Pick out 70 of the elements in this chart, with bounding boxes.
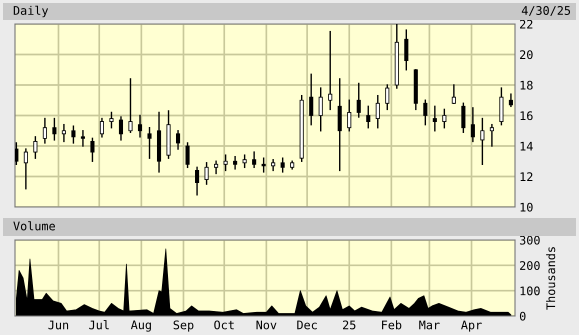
candlestick	[280, 158, 285, 173]
chart-title: Volume	[13, 221, 55, 230]
x-tick-label: Aug	[130, 320, 151, 332]
y-tick-label: 16	[520, 111, 533, 120]
x-tick-label: 25	[343, 320, 356, 330]
candlestick	[480, 118, 484, 165]
y-tick-label: 300	[520, 236, 540, 245]
candlestick	[242, 154, 247, 168]
y-tick-label: 200	[520, 261, 540, 270]
y-tick-label: 18	[520, 80, 533, 90]
y-axis-title: Thousands	[546, 247, 556, 310]
candlestick	[470, 107, 475, 142]
candlestick	[385, 84, 390, 110]
candlestick	[71, 125, 76, 144]
candlestick	[328, 30, 332, 110]
y-tick-label: 0	[520, 312, 526, 321]
y-tick-label: 100	[520, 286, 540, 296]
y-tick-label: 20	[520, 50, 533, 60]
candlestick	[442, 108, 446, 128]
candlestick	[252, 151, 256, 168]
candlestick	[147, 127, 152, 159]
candlestick	[33, 136, 38, 159]
candlestick	[52, 118, 56, 141]
y-tick-label: 14	[520, 142, 533, 151]
candlestick	[376, 94, 380, 128]
x-tick-label: Feb	[382, 320, 402, 330]
candlestick	[176, 130, 180, 150]
candlestick	[461, 102, 466, 133]
candlestick	[347, 100, 352, 132]
candlestick	[224, 154, 228, 172]
candlestick	[423, 100, 428, 126]
candlestick	[452, 84, 456, 104]
candlestick	[490, 124, 494, 147]
candlestick	[309, 74, 314, 126]
candlestick	[15, 142, 18, 165]
candlestick	[271, 159, 276, 172]
y-tick-label: 12	[520, 172, 532, 182]
candlestick	[432, 106, 437, 132]
candlestick	[90, 138, 94, 162]
candlestick	[118, 116, 124, 141]
candlestick	[80, 130, 85, 147]
candlestick	[318, 87, 323, 132]
candlestick	[138, 114, 142, 138]
x-tick-label: Dec	[297, 320, 317, 330]
y-tick-label: 22	[520, 20, 532, 29]
x-tick-label: Jun	[48, 320, 68, 330]
x-tick-label: Nov	[256, 320, 276, 330]
x-tick-label: Mar	[419, 320, 440, 330]
candlestick	[109, 112, 114, 128]
y-tick-label: 10	[520, 202, 533, 212]
x-tick-label: Jul	[89, 320, 109, 330]
candlestick	[195, 166, 200, 196]
candlestick	[508, 93, 513, 108]
x-tick-label: Oct	[214, 320, 234, 330]
candlestick	[186, 142, 190, 168]
x-tick-label: Apr	[461, 320, 482, 332]
candlestick	[404, 29, 408, 70]
candlestick	[204, 162, 209, 185]
candlestick	[214, 160, 218, 174]
candlestick	[42, 118, 47, 144]
candlestick	[128, 78, 133, 133]
candlestick	[24, 148, 28, 190]
chart-title: Daily	[14, 6, 48, 18]
x-tick-label: Sep	[174, 320, 194, 332]
candlestick	[100, 118, 104, 138]
candlestick	[62, 124, 66, 142]
candlestick	[356, 82, 361, 118]
candlestick	[233, 156, 238, 170]
candlestick	[366, 106, 370, 128]
text: 4/30/25	[522, 6, 570, 16]
